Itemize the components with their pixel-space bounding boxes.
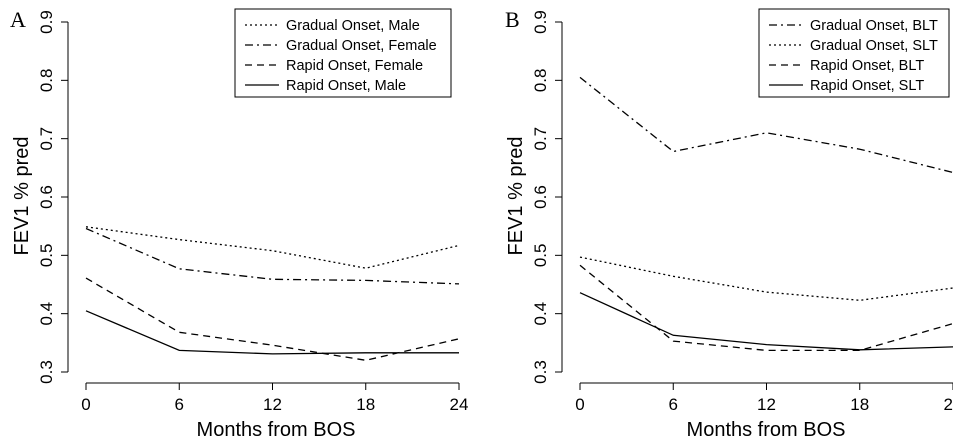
y-tick-label: 0.9 (531, 10, 550, 34)
panel-label: B (505, 7, 520, 32)
x-axis-title: Months from BOS (687, 419, 846, 441)
y-tick-label: 0.6 (531, 185, 550, 209)
y-tick-label: 0.6 (37, 185, 56, 209)
legend-entry-gradual-onset-male: Gradual Onset, Male (286, 18, 420, 34)
legend-box (234, 8, 452, 98)
legend-entry-gradual-onset-blt: Gradual Onset, BLT (810, 18, 938, 34)
x-tick-label: 18 (356, 395, 375, 414)
y-tick-label: 0.7 (37, 127, 56, 151)
y-tick-label: 0.4 (531, 302, 550, 326)
y-tick-label: 0.5 (37, 244, 56, 268)
series-line-rapid-onset-slt (579, 292, 953, 351)
panel-label: A (10, 7, 26, 32)
legend: Gradual Onset, BLT Gradual Onset, SLT Rapi… (758, 8, 950, 98)
series-line-rapid-onset-female (85, 277, 460, 361)
x-tick-label: 0 (575, 395, 584, 414)
legend-entry-gradual-onset-slt: Gradual Onset, SLT (810, 38, 938, 54)
y-axis-title: FEV1 % pred (505, 137, 527, 256)
y-tick-label: 0.3 (531, 360, 550, 384)
x-axis-title: Months from BOS (197, 419, 356, 441)
legend-entry-rapid-onset-female: Rapid Onset, Female (286, 58, 423, 74)
legend: Gradual Onset, Male Gradual Onset, Female… (234, 8, 452, 98)
x-tick-label: 6 (175, 395, 184, 414)
y-tick-label: 0.8 (37, 69, 56, 93)
legend-entry-rapid-onset-blt: Rapid Onset, BLT (810, 58, 924, 74)
y-tick-label: 0.8 (531, 69, 550, 93)
y-tick-label: 0.5 (531, 244, 550, 268)
legend-entry-gradual-onset-female: Gradual Onset, Female (286, 38, 437, 54)
series-line-gradual-onset-male (85, 226, 460, 269)
x-tick-label: 12 (263, 395, 282, 414)
x-tick-label: 12 (757, 395, 776, 414)
legend-entry-rapid-onset-slt: Rapid Onset, SLT (810, 78, 924, 94)
x-tick-label: 24 (944, 395, 953, 414)
series-line-rapid-onset-blt (579, 264, 953, 352)
x-tick-label: 18 (850, 395, 869, 414)
y-tick-label: 0.7 (531, 127, 550, 151)
legend-box (758, 8, 950, 98)
y-tick-label: 0.9 (37, 10, 56, 34)
y-tick-label: 0.4 (37, 302, 56, 326)
series-line-gradual-onset-female (85, 227, 460, 285)
x-tick-label: 6 (669, 395, 678, 414)
legend-entry-rapid-onset-male: Rapid Onset, Male (286, 78, 406, 94)
series-line-gradual-onset-slt (579, 256, 953, 301)
series-line-gradual-onset-blt (579, 76, 953, 174)
series-line-rapid-onset-male (85, 310, 459, 355)
x-tick-label: 24 (450, 395, 469, 414)
x-tick-label: 0 (81, 395, 90, 414)
y-tick-label: 0.3 (37, 360, 56, 384)
panel-a-chart: A 0.3 0.4 0.5 0.6 0.7 0.8 0.9 0 6 12 18 24 Months fro… (10, 7, 468, 441)
y-axis-title: FEV1 % pred (11, 137, 33, 256)
panel-b-chart: B 0.3 0.4 0.5 0.6 0.7 0.8 0.9 0 6 12 18 24 Months fro… (505, 7, 953, 441)
